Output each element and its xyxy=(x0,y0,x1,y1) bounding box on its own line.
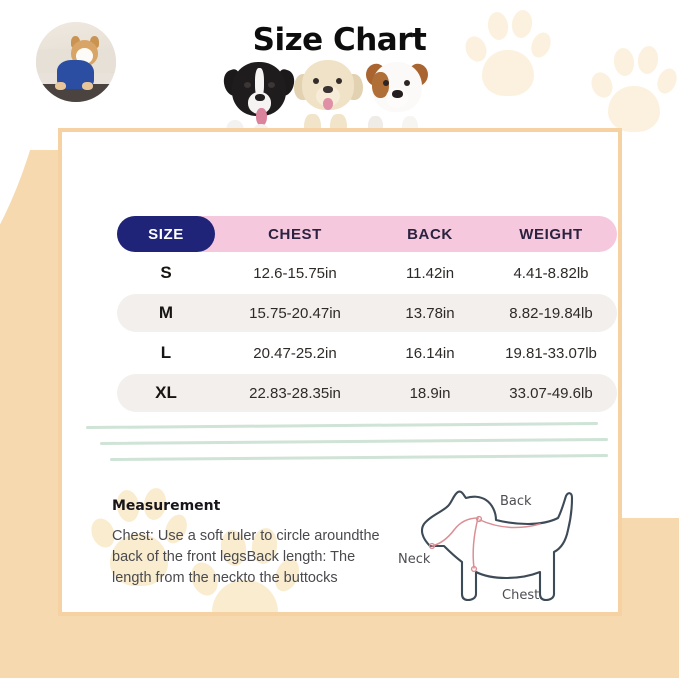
cell-weight: 19.81-33.07lb xyxy=(505,344,597,362)
table-row: L 20.47-25.2in 16.14in 19.81-33.07lb xyxy=(117,334,617,372)
table-header-weight: WEIGHT xyxy=(519,225,583,243)
measurement-body: Chest: Use a soft ruler to circle around… xyxy=(112,528,380,587)
table-row: XL 22.83-28.35in 18.9in 33.07-49.6lb xyxy=(117,374,617,412)
cell-size: M xyxy=(158,303,174,322)
cell-back: 13.78in xyxy=(405,304,455,322)
peach-background-left xyxy=(0,150,60,678)
diagram-label-neck: Neck xyxy=(398,552,431,567)
table-header-back: BACK xyxy=(407,225,453,243)
table-row: M 15.75-20.47in 13.78in 8.82-19.84lb xyxy=(117,294,617,332)
measurement-heading: Measurement xyxy=(112,498,221,514)
page-header: Size Chart xyxy=(0,0,679,148)
cell-back: 18.9in xyxy=(409,384,451,402)
divider-line xyxy=(85,421,599,430)
table-row: S 12.6-15.75in 11.42in 4.41-8.82lb xyxy=(117,254,617,292)
cell-weight: 8.82-19.84lb xyxy=(509,304,593,322)
cell-back: 11.42in xyxy=(405,264,455,282)
size-table: SIZE CHEST BACK WEIGHT S 12.6-15.75in 11… xyxy=(117,216,617,412)
cell-back: 16.14in xyxy=(405,344,455,362)
table-header-chest: CHEST xyxy=(268,225,322,243)
dog-measurement-diagram: Neck Back Chest xyxy=(392,472,612,612)
table-header-size: SIZE xyxy=(117,216,215,252)
divider-line xyxy=(99,438,609,445)
diagram-label-back: Back xyxy=(500,494,532,509)
cell-chest: 20.47-25.2in xyxy=(253,344,337,362)
measurement-section: Measurement Chest: Use a soft ruler to c… xyxy=(112,498,382,589)
size-chart-card: SIZE CHEST BACK WEIGHT S 12.6-15.75in 11… xyxy=(58,128,622,616)
cell-size: S xyxy=(160,263,172,282)
divider-lines xyxy=(85,420,609,466)
table-header-row: SIZE CHEST BACK WEIGHT xyxy=(117,216,617,252)
dog-outline-icon xyxy=(420,490,574,602)
cell-chest: 12.6-15.75in xyxy=(253,264,337,282)
cell-size: XL xyxy=(155,383,177,402)
diagram-label-chest: Chest xyxy=(502,588,540,603)
cell-weight: 4.41-8.82lb xyxy=(513,264,589,282)
avatar xyxy=(36,22,116,102)
page-title: Size Chart xyxy=(252,22,427,58)
cell-chest: 15.75-20.47in xyxy=(249,304,341,322)
cell-weight: 33.07-49.6lb xyxy=(509,384,593,402)
cell-chest: 22.83-28.35in xyxy=(249,384,341,402)
divider-line xyxy=(109,454,609,461)
cell-size: L xyxy=(160,343,172,362)
